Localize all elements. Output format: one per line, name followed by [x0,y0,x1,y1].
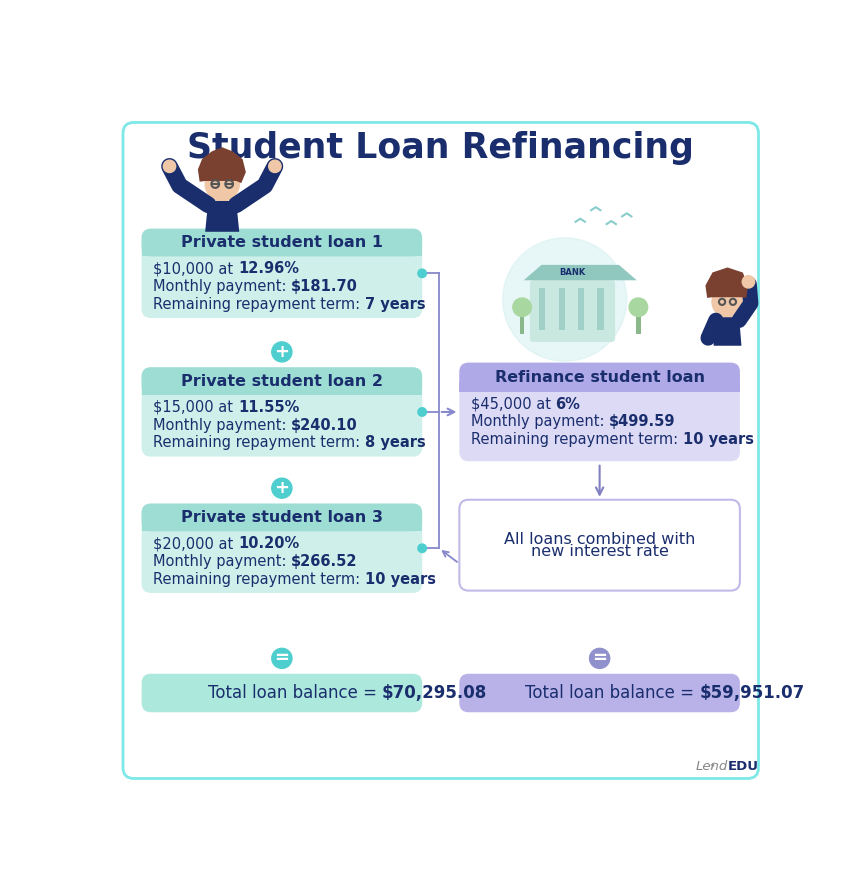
Text: Lend: Lend [695,760,728,772]
FancyBboxPatch shape [530,280,615,342]
Text: 6%: 6% [556,397,581,412]
Circle shape [163,161,175,172]
Text: Monthly payment:: Monthly payment: [153,417,292,433]
Polygon shape [204,153,240,181]
Text: +: + [274,479,289,497]
Text: Monthly payment:: Monthly payment: [153,554,292,569]
Text: 8 years: 8 years [365,435,426,450]
Text: $70,295.08: $70,295.08 [382,684,487,702]
Bar [142,246,422,256]
Text: Private student loan 2: Private student loan 2 [181,374,383,389]
Text: =: = [274,649,289,667]
Text: Remaining repayment term:: Remaining repayment term: [153,435,365,450]
Bar [459,382,740,392]
Text: $15,000 at: $15,000 at [153,400,238,415]
Circle shape [712,286,743,318]
FancyBboxPatch shape [142,368,422,395]
Bar [598,288,604,330]
FancyBboxPatch shape [142,504,422,532]
Polygon shape [206,201,239,232]
Text: All loans combined with: All loans combined with [504,532,696,547]
Circle shape [272,342,292,362]
Text: Student Loan Refinancing: Student Loan Refinancing [187,131,694,165]
FancyBboxPatch shape [142,228,422,256]
Text: 10.20%: 10.20% [238,536,299,551]
Text: ⚡: ⚡ [709,761,716,772]
Bar [539,288,545,330]
Text: Private student loan 3: Private student loan 3 [181,510,383,525]
Text: 11.55%: 11.55% [238,400,299,415]
Polygon shape [524,265,636,280]
Bar [558,288,565,330]
Circle shape [503,238,627,361]
Text: $499.59: $499.59 [609,415,676,429]
Text: $181.70: $181.70 [292,279,359,294]
Circle shape [742,276,754,288]
Bar [636,311,641,334]
Circle shape [590,648,610,668]
Circle shape [629,298,648,317]
Text: Monthly payment:: Monthly payment: [153,279,292,294]
Text: Remaining repayment term:: Remaining repayment term: [153,572,365,587]
Text: $240.10: $240.10 [292,417,358,433]
FancyBboxPatch shape [459,500,740,591]
Text: $59,951.07: $59,951.07 [699,684,805,702]
Circle shape [418,544,427,552]
Text: Refinance student loan: Refinance student loan [494,370,704,384]
FancyBboxPatch shape [459,673,740,712]
Text: Private student loan 1: Private student loan 1 [181,235,383,250]
Text: new interest rate: new interest rate [531,544,668,558]
Circle shape [268,161,281,172]
Text: $45,000 at: $45,000 at [471,397,556,412]
Circle shape [272,478,292,499]
FancyBboxPatch shape [142,504,422,593]
Text: $20,000 at: $20,000 at [153,536,238,551]
Bar [142,521,422,532]
FancyBboxPatch shape [142,368,422,457]
Text: Remaining repayment term:: Remaining repayment term: [153,297,365,311]
FancyBboxPatch shape [459,363,740,461]
Bar [142,385,422,395]
Text: 12.96%: 12.96% [238,261,299,277]
Text: $266.52: $266.52 [292,554,358,569]
Circle shape [418,408,427,417]
Text: Remaining repayment term:: Remaining repayment term: [471,433,683,447]
FancyBboxPatch shape [123,122,759,779]
Polygon shape [710,273,743,297]
Text: Monthly payment:: Monthly payment: [471,415,609,429]
Bar [578,288,584,330]
Text: EDU: EDU [728,760,759,772]
Circle shape [418,269,427,277]
Circle shape [206,167,239,201]
Circle shape [513,298,531,317]
Text: 7 years: 7 years [365,297,426,311]
Text: Total loan balance =: Total loan balance = [525,684,699,702]
Text: Total loan balance =: Total loan balance = [207,684,382,702]
Circle shape [272,648,292,668]
Text: 10 years: 10 years [683,433,753,447]
FancyBboxPatch shape [459,363,740,392]
Bar [519,311,525,334]
Text: 10 years: 10 years [365,572,436,587]
Text: BANK: BANK [559,268,586,277]
FancyBboxPatch shape [142,673,422,712]
Text: =: = [593,649,607,667]
FancyBboxPatch shape [142,228,422,318]
Text: +: + [274,343,289,361]
Text: $10,000 at: $10,000 at [153,261,238,277]
Polygon shape [714,318,741,346]
